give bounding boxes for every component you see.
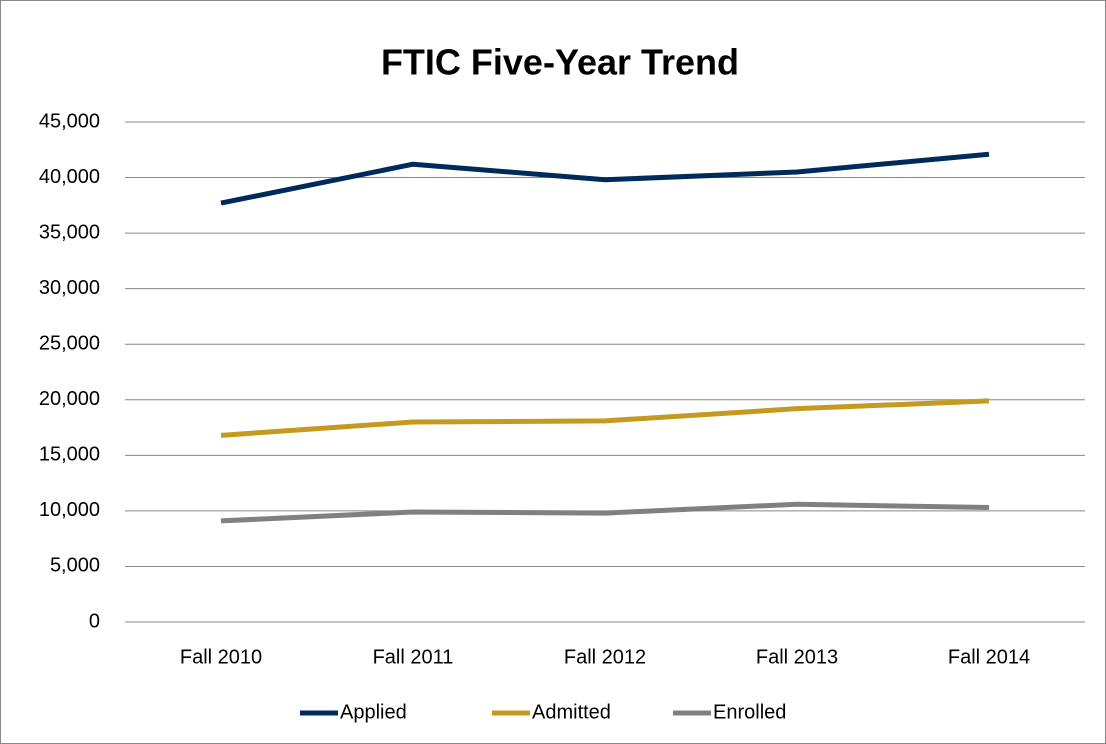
series-line [220,501,990,524]
x-tick-label: Fall 2011 [373,646,454,668]
y-tick-label: 10,000 [39,499,100,521]
legend-label: Admitted [532,701,611,723]
y-tick-label: 35,000 [39,221,100,243]
y-tick-label: 25,000 [39,333,100,355]
series-line [220,151,990,206]
legend-label: Enrolled [713,701,786,723]
chart-title: FTIC Five-Year Trend [381,42,739,83]
y-tick-label: 40,000 [39,166,100,188]
y-tick-label: 5,000 [50,555,100,577]
x-tick-label: Fall 2013 [756,646,838,668]
y-tick-label: 30,000 [39,277,100,299]
x-tick-label: Fall 2010 [180,646,262,668]
series-line [220,398,990,438]
y-tick-label: 45,000 [39,110,100,132]
legend-label: Applied [340,701,407,723]
y-tick-label: 0 [89,610,100,632]
y-tick-label: 20,000 [39,388,100,410]
x-tick-label: Fall 2014 [948,646,1030,668]
x-tick-label: Fall 2012 [564,646,646,668]
y-tick-label: 15,000 [39,444,100,466]
